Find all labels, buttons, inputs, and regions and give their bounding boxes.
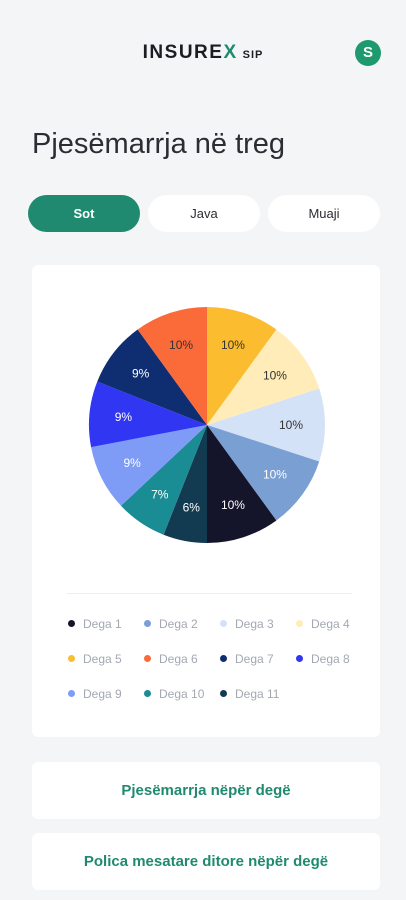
legend-item-dega-2: Dega 2 [144,617,198,633]
legend-label: Dega 6 [159,652,198,666]
legend-divider [67,593,352,594]
legend-item-dega-7: Dega 7 [220,652,274,668]
legend-label: Dega 2 [159,617,198,631]
pie-label-dega-8: 9% [115,410,133,424]
legend-dot [296,655,303,663]
market-share-card: 10% 10% 10% 10% 10% 6% 7% 9% 9% 9% 10% Dega 1 Dega … [32,265,380,737]
average-daily-policy-button[interactable]: Polica mesatare ditore nëpër degë [32,833,380,890]
app-header: INSUREX SIP S [0,0,406,100]
legend-item-dega-5: Dega 5 [68,652,122,668]
tab-muaji[interactable]: Muaji [268,195,380,232]
legend-label: Dega 5 [83,652,122,666]
pie-label-dega-9: 9% [123,456,141,470]
legend-label: Dega 3 [235,617,274,631]
pie-slice-dega-4[interactable] [207,329,320,425]
pie-slice-dega-2[interactable] [207,425,320,521]
pie-slice-dega-3[interactable] [207,388,325,462]
period-tabs: Sot Java Muaji [28,195,380,232]
legend-item-dega-6: Dega 6 [144,652,198,668]
avatar-letter: S [362,44,373,61]
pie-slice-dega-11[interactable] [163,425,207,543]
legend-dot [68,620,75,628]
user-avatar[interactable]: S [355,40,381,66]
pie-slice-dega-9[interactable] [91,425,207,506]
tab-sot[interactable]: Sot [28,195,140,232]
legend-dot [68,690,75,698]
pie-slice-dega-8[interactable] [89,381,207,448]
app-logo: INSUREX SIP [0,42,406,64]
legend-dot [68,655,75,663]
logo-x-text: X [223,42,238,63]
legend-dot [144,690,151,698]
participation-by-branch-button[interactable]: Pjesëmarrja nëpër degë [32,762,380,819]
pie-chart: 10% 10% 10% 10% 10% 6% 7% 9% 9% 9% 10% [89,307,325,543]
tab-java[interactable]: Java [148,195,260,232]
pie-label-dega-4: 10% [263,369,287,383]
legend-label: Dega 8 [311,652,350,666]
pie-label-dega-1: 10% [221,498,245,512]
legend-item-dega-1: Dega 1 [68,617,122,633]
legend-item-dega-8: Dega 8 [296,652,350,668]
legend-item-dega-11: Dega 11 [220,687,279,703]
legend-dot [296,620,303,628]
pie-label-dega-5: 10% [221,338,245,352]
legend-label: Dega 9 [83,687,122,701]
legend-item-dega-4: Dega 4 [296,617,350,633]
legend-item-dega-3: Dega 3 [220,617,274,633]
pie-slice-dega-7[interactable] [97,329,207,425]
legend-dot [220,620,227,628]
pie-label-dega-10: 7% [151,487,169,501]
logo-main-text: INSURE [142,42,224,63]
logo-sub-text: SIP [242,49,264,61]
legend-label: Dega 4 [311,617,350,631]
page-title: Pjesëmarrja në treg [32,128,286,160]
pie-label-dega-2: 10% [263,467,287,481]
legend-label: Dega 1 [83,617,122,631]
pie-label-dega-6: 10% [169,338,193,352]
pie-label-dega-7: 9% [132,367,150,381]
pie-slice-dega-10[interactable] [120,425,207,535]
legend-dot [144,655,151,663]
legend-item-dega-9: Dega 9 [68,687,122,703]
pie-slice-dega-6[interactable] [137,307,207,425]
legend-label: Dega 11 [235,687,280,701]
legend-dot [220,690,227,698]
pie-label-dega-3: 10% [279,418,303,432]
pie-label-dega-11: 6% [183,501,201,515]
legend-dot [144,620,151,628]
legend-label: Dega 7 [235,652,274,666]
pie-slice-dega-1[interactable] [207,425,277,543]
legend-dot [220,655,227,663]
legend-label: Dega 10 [159,687,205,701]
pie-slice-dega-5[interactable] [207,307,277,425]
legend-item-dega-10: Dega 10 [144,687,204,703]
